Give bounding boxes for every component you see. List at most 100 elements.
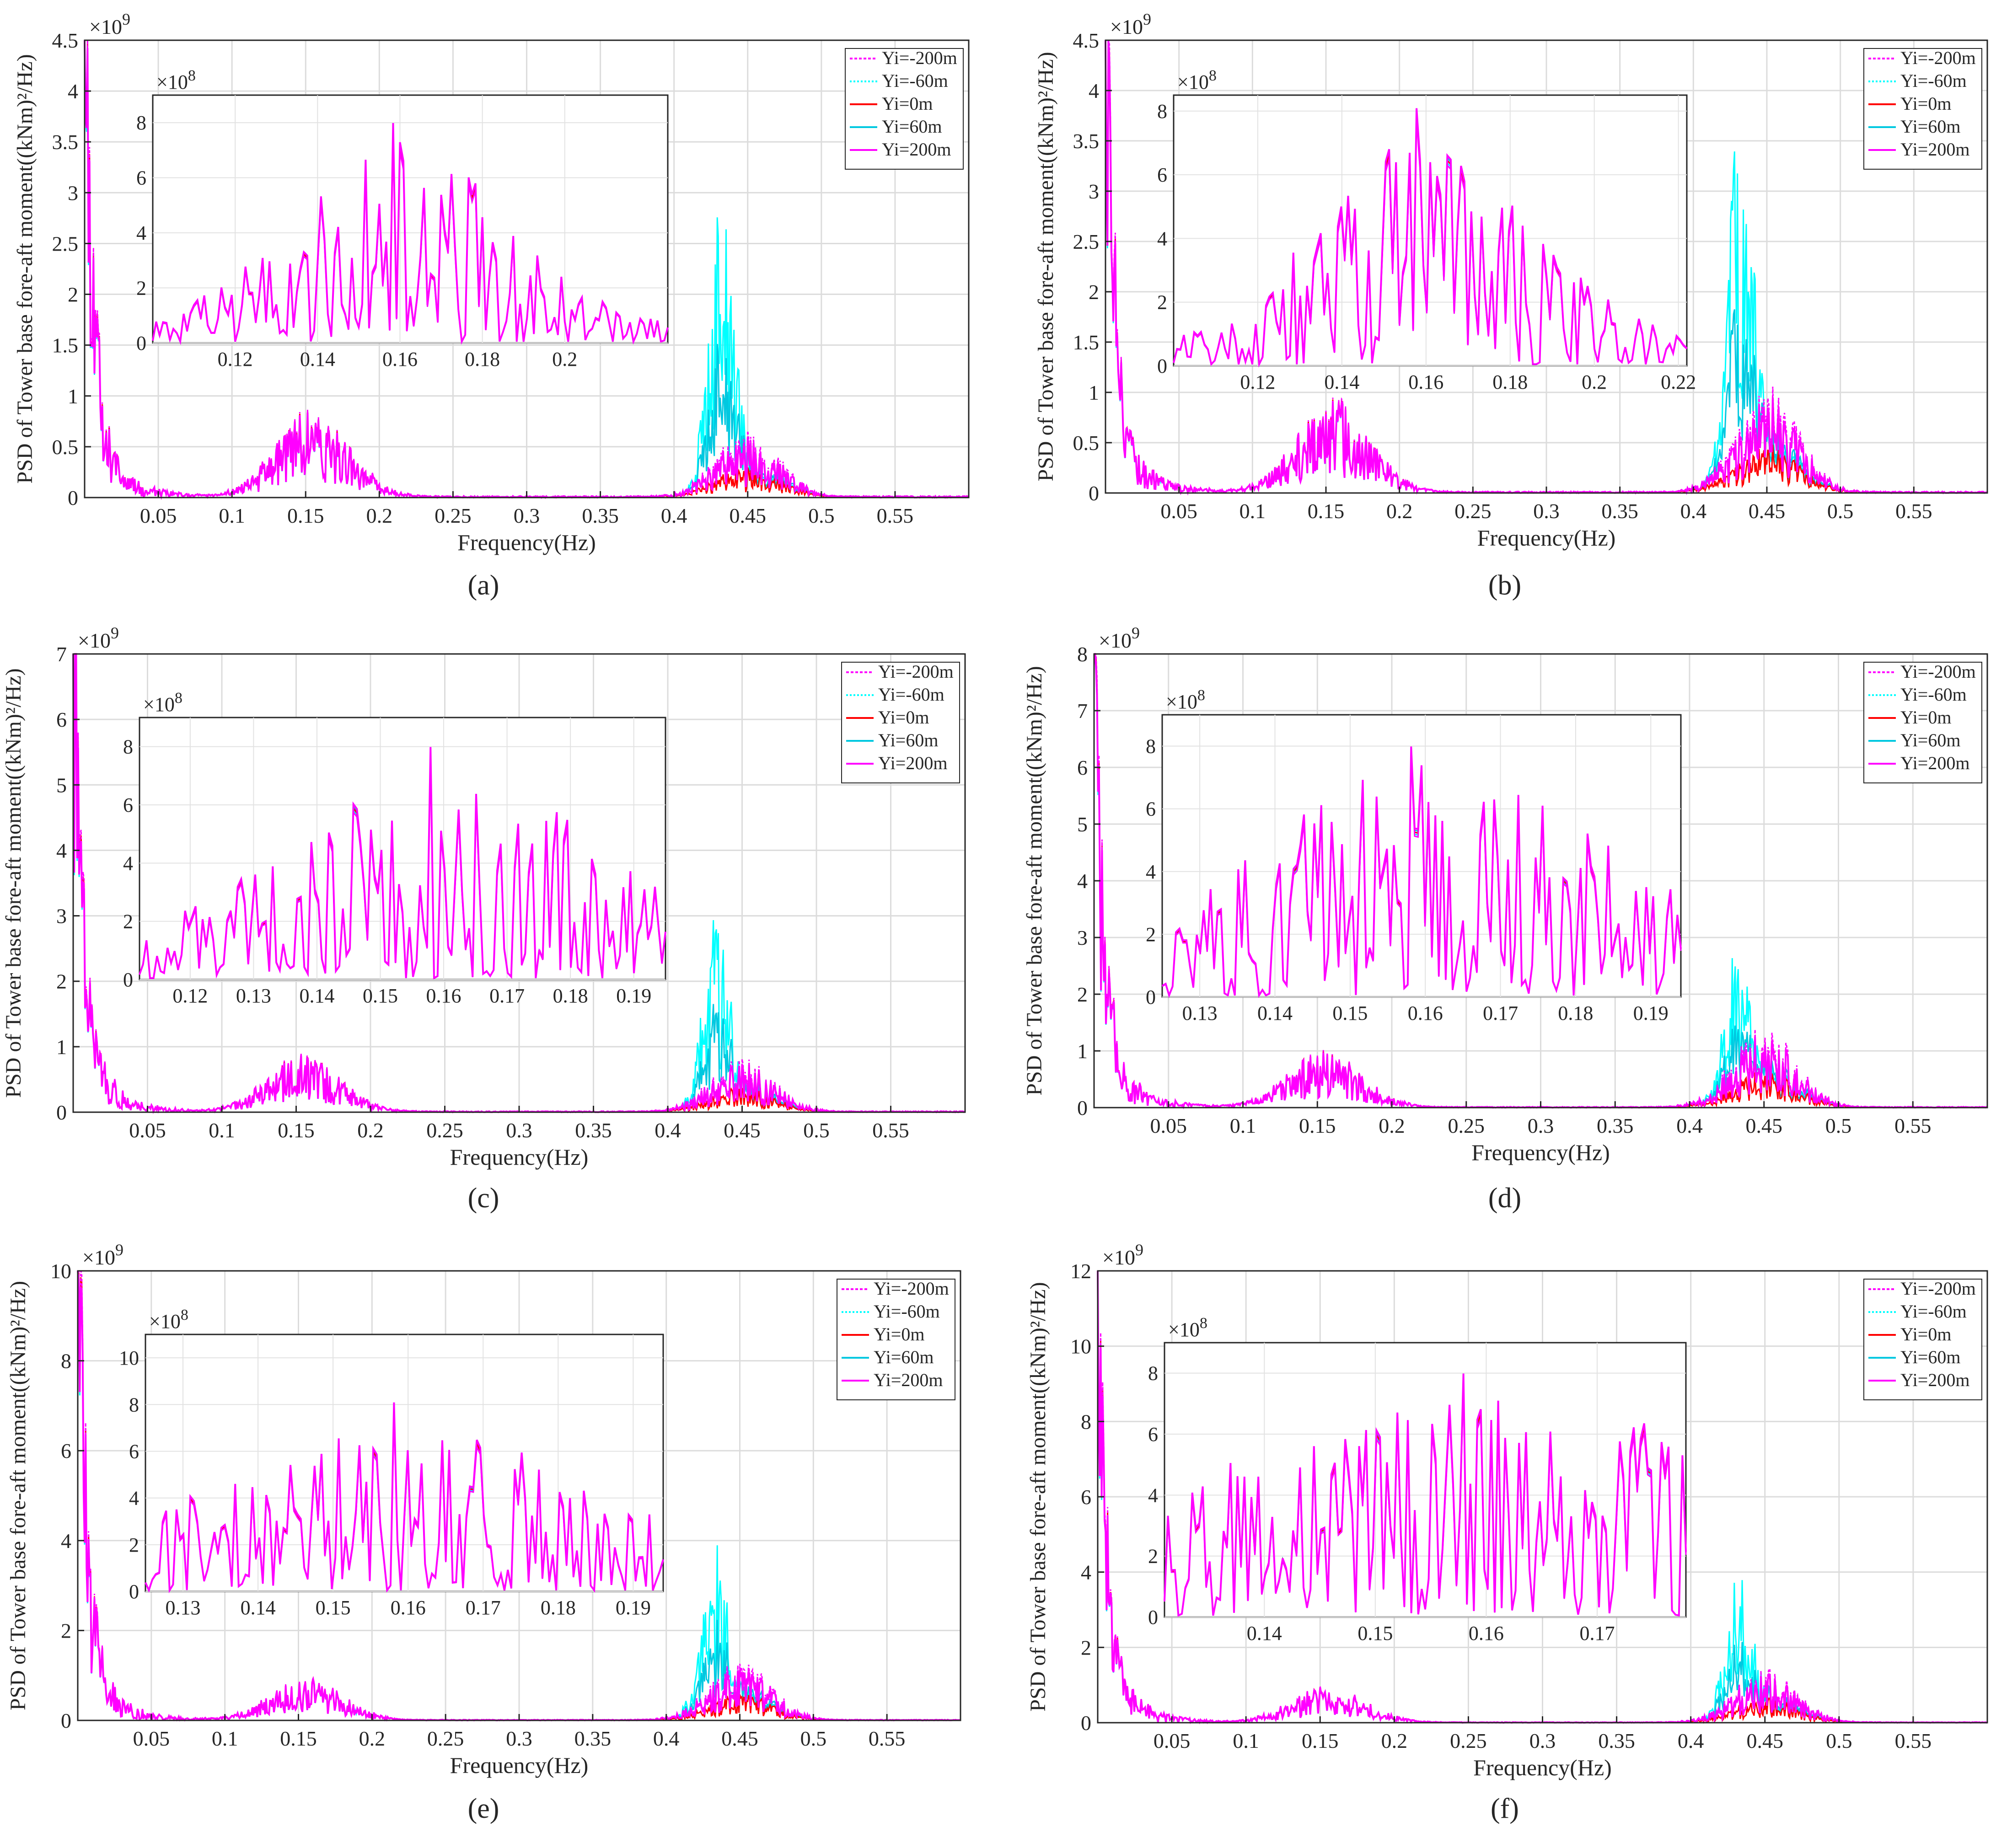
inset-x-tick-label: 0.13 (236, 985, 271, 1007)
inset-x-tick-label: 0.16 (391, 1596, 426, 1619)
y-exponent-prefix: ×109 (1099, 624, 1140, 652)
y-axis-label: PSD of Tower base fore-aft moment((kNm)²… (1034, 52, 1058, 481)
y-tick-label: 6 (56, 708, 67, 731)
inset-exponent: 8 (175, 690, 182, 707)
inset-y-tick-label: 2 (136, 277, 146, 300)
inset-y-tick-label: 6 (1148, 1423, 1158, 1446)
inset-x-tick-label: 0.15 (316, 1596, 351, 1619)
inset-y-tick-label: 8 (136, 112, 146, 134)
x-tick-label: 0.3 (506, 1727, 532, 1750)
legend-label: Yi=-60m (874, 1301, 940, 1322)
x-tick-label: 0.45 (721, 1727, 758, 1750)
x-tick-label: 0.5 (800, 1727, 827, 1750)
x-tick-label: 0.15 (287, 504, 324, 527)
x-tick-label: 0.1 (209, 1119, 235, 1142)
y-tick-label: 4 (56, 839, 67, 862)
y-tick-label: 8 (1081, 1410, 1091, 1433)
y-axis-label: PSD of Tower base fore-aft moment((kNm)²… (1022, 666, 1046, 1095)
x-axis-label: Frequency(Hz) (1473, 1755, 1612, 1780)
inset-exponent: 8 (1209, 67, 1217, 84)
x-tick-label: 0.5 (1827, 499, 1854, 523)
inset-y-tick-label: 0 (123, 969, 133, 991)
x-tick-label: 0.4 (661, 504, 687, 527)
y-exponent-prefix: ×109 (82, 1241, 123, 1269)
x-tick-label: 0.4 (1676, 1114, 1703, 1137)
inset-series-line (152, 123, 669, 345)
inset-frame (139, 717, 666, 980)
legend-label: Yi=0m (878, 707, 929, 728)
x-tick-label: 0.05 (133, 1727, 170, 1750)
y-tick-label: 4 (1081, 1561, 1091, 1584)
inset-exponent: 8 (1200, 1315, 1207, 1332)
inset-y-tick-label: 2 (1146, 923, 1156, 946)
y-axis-label: PSD of Tower base fore-aft moment((kNm)²… (13, 54, 37, 483)
inset-exponent-prefix: ×108 (1168, 1315, 1207, 1341)
inset-x-tick-label: 0.15 (363, 985, 398, 1007)
y-exponent: 9 (122, 10, 130, 28)
inset-y-tick-label: 0 (1157, 355, 1167, 377)
inset-x-tick-label: 0.12 (1240, 371, 1275, 393)
chart-panel-d: 0.05 0.1 0.15 0.2 0.25 0.3 0.35 0.4 0.45 0.5 0.55 0… (1022, 624, 1988, 1214)
inset-y-tick-label: 0 (129, 1580, 139, 1603)
x-tick-label: 0.3 (514, 504, 540, 527)
y-tick-label: 4 (1077, 869, 1088, 893)
y-tick-label: 4 (1089, 79, 1099, 102)
legend-label: Yi=-60m (882, 70, 948, 91)
inset-x-tick-label: 0.18 (541, 1596, 576, 1619)
inset-y-tick-label: 6 (129, 1440, 139, 1462)
y-tick-label: 0 (61, 1709, 71, 1732)
inset-y-tick-label: 8 (1157, 100, 1167, 123)
inset-y-tick-label: 2 (129, 1534, 139, 1556)
inset-y-tick-label: 6 (136, 167, 146, 189)
inset-x-tick-label: 0.16 (426, 985, 461, 1007)
x-tick-label: 0.45 (724, 1119, 761, 1142)
y-tick-label: 1 (56, 1035, 67, 1059)
inset-y-tick-label: 2 (1157, 291, 1167, 314)
inset-exponent: 8 (188, 67, 196, 84)
inset-exponent-prefix: ×108 (1166, 687, 1205, 713)
inset-x-tick-label: 0.2 (552, 348, 577, 370)
inset-x-tick-label: 0.12 (218, 348, 253, 370)
legend-label: Yi=60m (1900, 1347, 1960, 1367)
inset-y-tick-label: 4 (129, 1487, 139, 1510)
legend-label: Yi=60m (882, 116, 942, 137)
x-tick-label: 0.05 (1154, 1729, 1191, 1752)
x-tick-label: 0.2 (1379, 1114, 1405, 1137)
y-tick-label: 4 (68, 80, 78, 103)
y-tick-label: 1.5 (1073, 331, 1100, 354)
x-tick-label: 0.1 (219, 504, 245, 527)
inset-y-tick-label: 4 (1157, 227, 1167, 250)
inset-y-tick-label: 0 (136, 332, 146, 354)
x-tick-label: 0.45 (1749, 499, 1786, 523)
inset-x-tick-label: 0.12 (172, 985, 208, 1007)
inset-x-tick-label: 0.16 (382, 348, 418, 370)
panel-caption: (b) (1488, 570, 1521, 601)
x-tick-label: 0.05 (129, 1119, 166, 1142)
y-tick-label: 0.5 (52, 435, 79, 459)
inset-x-tick-label: 0.14 (299, 985, 334, 1007)
inset-frame (145, 1334, 664, 1592)
inset-y-tick-label: 2 (123, 911, 133, 933)
x-tick-label: 0.4 (1680, 499, 1707, 523)
inset-exponent: 8 (181, 1307, 188, 1323)
x-tick-label: 0.35 (1597, 1114, 1634, 1137)
chart-panel-e: 0.05 0.1 0.15 0.2 0.25 0.3 0.35 0.4 0.45 0.5 0.55 0… (6, 1241, 961, 1824)
x-axis-label: Frequency(Hz) (450, 1144, 589, 1170)
legend-label: Yi=0m (882, 93, 933, 114)
legend-label: Yi=200m (1900, 1370, 1969, 1390)
inset-y-tick-label: 6 (123, 794, 133, 816)
y-tick-label: 1.5 (52, 334, 79, 357)
x-tick-label: 0.45 (1747, 1729, 1784, 1752)
inset-x-tick-label: 0.16 (1408, 371, 1443, 393)
y-tick-label: 4.5 (52, 29, 79, 52)
inset-x-tick-label: 0.18 (553, 985, 588, 1007)
inset-frame (1164, 1342, 1687, 1618)
y-tick-label: 8 (1077, 643, 1088, 666)
x-tick-label: 0.2 (1381, 1729, 1408, 1752)
legend-label: Yi=200m (1900, 139, 1969, 160)
legend-label: Yi=200m (874, 1370, 943, 1390)
legend-label: Yi=0m (874, 1324, 924, 1344)
x-tick-label: 0.3 (506, 1119, 532, 1142)
x-tick-label: 0.2 (1386, 499, 1413, 523)
